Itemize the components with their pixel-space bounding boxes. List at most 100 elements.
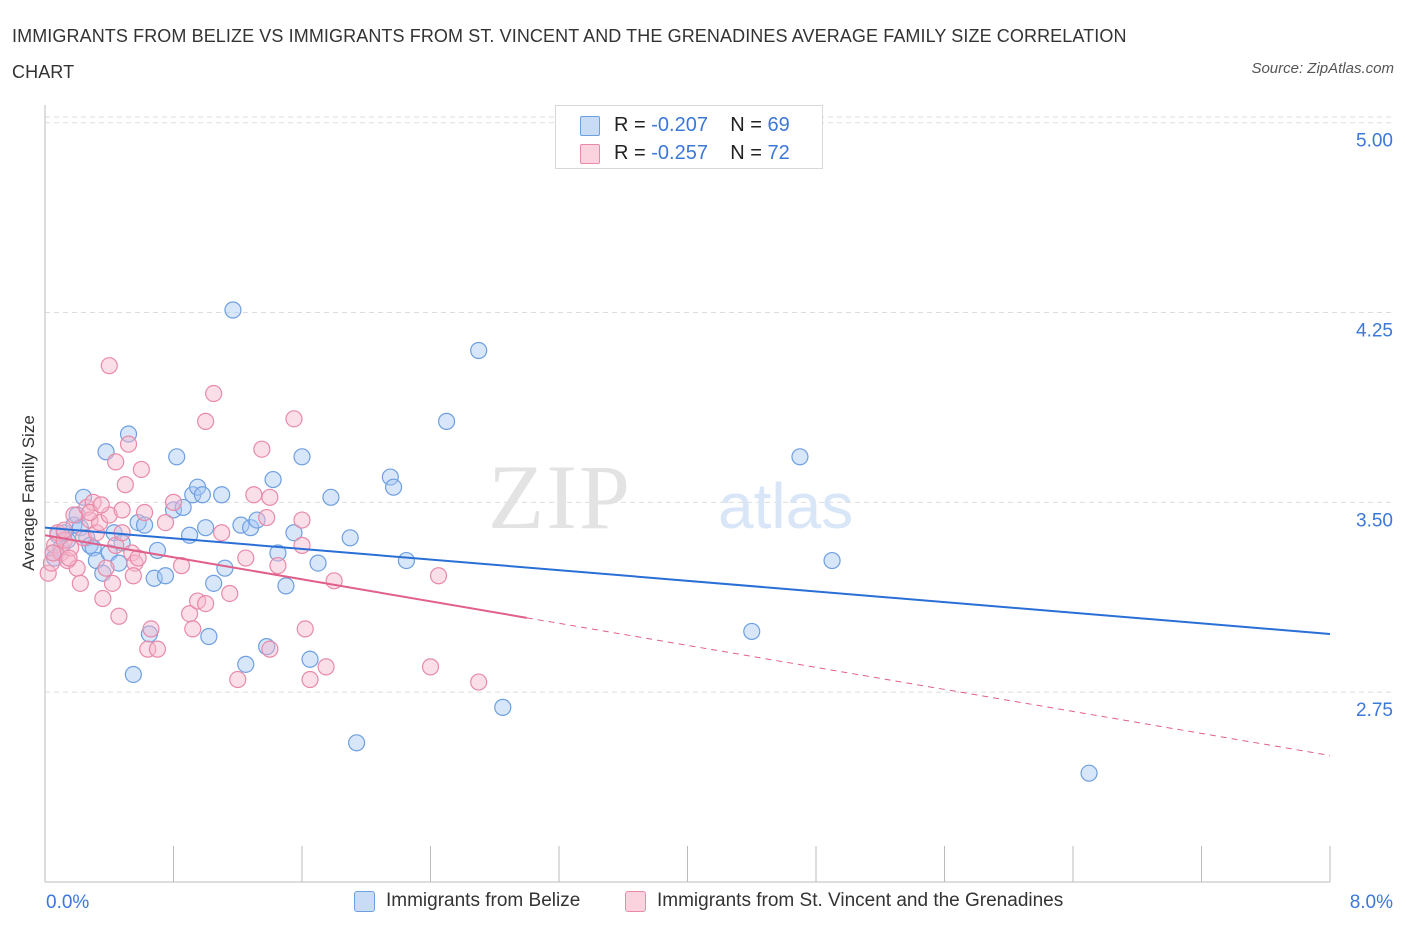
data-point-belize [248,511,266,529]
data-point-svg [261,640,279,658]
data-point-svg [139,640,157,658]
trend-lines [44,526,1331,756]
legend-n-label: N = [730,114,762,136]
legend-swatch-svg [580,144,600,164]
data-point-belize [494,698,512,716]
data-point-belize [348,734,366,752]
data-point-svg [172,557,191,575]
legend-swatch-belize [580,116,600,136]
data-point-svg [205,384,223,403]
correlation-legend: R = -0.207 N = 69 R = -0.257 N = 72 [555,105,823,169]
legend-n-label: N = [730,142,762,164]
data-point-belize [437,412,456,430]
data-point-svg [60,549,78,567]
data-point-belize [168,448,186,466]
data-point-belize [277,577,295,595]
data-point-svg [126,554,144,572]
y-tick-label: 2.75 [1356,700,1393,721]
data-point-belize [74,488,93,506]
data-point-belize [213,486,231,504]
data-point-svg [213,524,231,542]
data-point-belize [293,448,311,466]
data-point-belize [1080,764,1098,782]
data-point-svg [103,574,122,592]
data-point-belize [791,448,809,466]
y-tick-label: 3.50 [1356,510,1393,531]
series-legend: Immigrants from Belize Immigrants from S… [0,888,1406,918]
data-point-svg [124,567,142,585]
data-point-belize [232,516,250,534]
data-point-svg [132,460,150,479]
data-point-svg [39,564,57,582]
data-point-belize [216,559,234,577]
data-point-belize [200,627,218,646]
data-point-svg [135,503,154,522]
x-tick-label: 0.0% [46,892,89,913]
data-point-svg [221,584,239,603]
trend-line-svg-solid [44,534,528,619]
watermark-zip: ZIP [488,446,632,548]
data-point-svg [110,607,128,625]
data-point-svg [107,453,125,471]
y-tick-label: 5.00 [1356,131,1393,152]
data-point-svg [156,514,175,532]
y-axis-label: Average Family Size [19,415,38,571]
data-point-svg [142,620,160,638]
chart-title: IMMIGRANTS FROM BELIZE VS IMMIGRANTS FRO… [12,26,1127,82]
data-point-svg [119,435,138,453]
data-point-belize [124,665,142,684]
data-point-svg [92,496,110,514]
watermark: ZIP atlas [488,446,853,548]
series-legend-label-svg: Immigrants from St. Vincent and the Gren… [657,890,1064,911]
legend-n-value: 72 [767,142,790,164]
legend-n-value: 69 [767,114,790,136]
data-point-belize [258,638,276,656]
data-point-belize [135,516,154,534]
data-point-belize [301,650,319,668]
data-point-belize [205,574,223,592]
data-point-belize [381,468,399,486]
data-point-belize [285,524,303,542]
data-point-belize [156,567,175,585]
data-point-svg [100,357,118,375]
data-point-svg [421,658,440,676]
data-point-svg [197,412,215,430]
data-point-belize [145,569,163,587]
data-point-svg [44,544,62,562]
data-point-svg [229,670,247,689]
data-point-svg [293,511,311,529]
data-point-svg [237,549,255,567]
data-point-belize [397,551,416,570]
legend-r-label: R = [614,114,646,136]
series-swatch-belize [354,891,375,912]
data-point-belize [743,622,761,641]
data-point-svg [470,673,488,691]
data-point-belize [823,551,841,570]
series-legend-label-belize: Immigrants from Belize [386,890,581,911]
data-point-belize [322,488,340,506]
watermark-atlas: atlas [718,470,853,542]
data-point-belize [119,425,138,443]
data-point-svg [261,488,279,506]
legend-r-label: R = [614,142,646,164]
trend-line-belize [44,526,1331,635]
data-point-svg [245,486,263,504]
data-point-svg [197,594,215,613]
data-point-svg [293,536,311,554]
trend-line-svg-dashed [526,617,1331,756]
data-point-belize [384,478,403,496]
x-tick-label: 8.0% [1350,892,1393,913]
data-point-svg [296,620,314,638]
data-point-svg [269,557,287,575]
data-point-belize [197,519,215,537]
data-point-svg [71,574,89,592]
data-point-belize [237,655,255,673]
data-point-belize [174,498,192,517]
data-point-svg [148,640,167,658]
data-point-svg [285,410,303,428]
data-point-belize [224,301,242,319]
data-point-belize [341,529,359,547]
axes [44,105,1331,883]
data-point-svg [429,567,448,585]
